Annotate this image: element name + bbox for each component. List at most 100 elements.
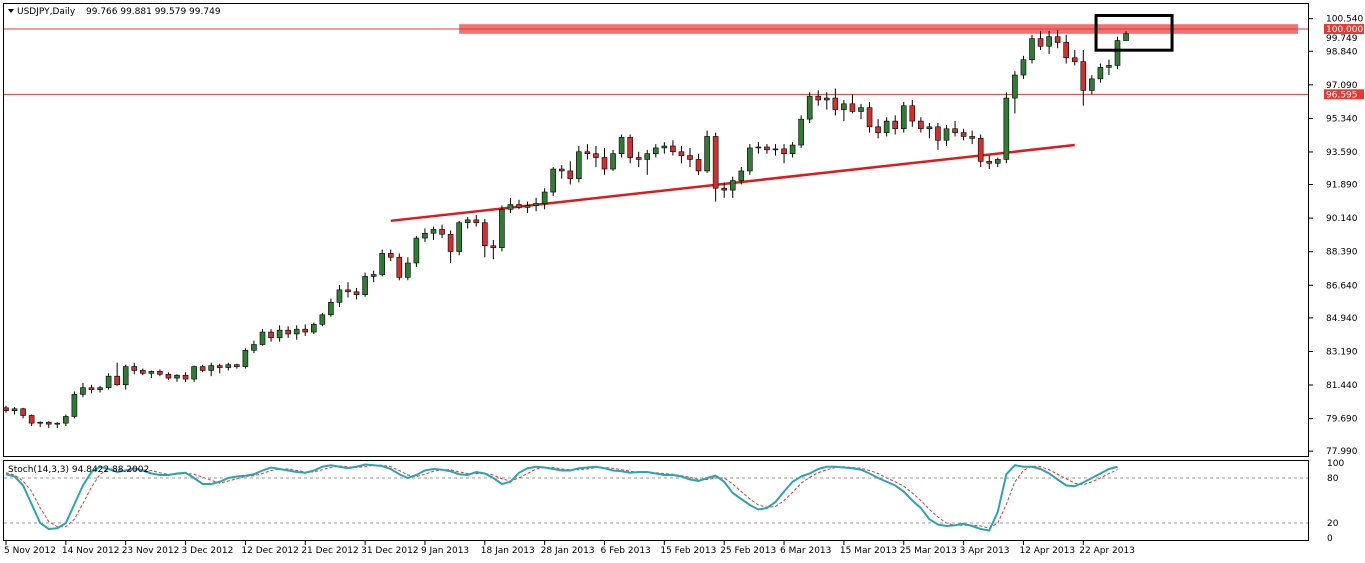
candle (131, 362, 138, 375)
candle-body (379, 253, 386, 275)
candle (1089, 75, 1095, 95)
candle (396, 253, 403, 281)
candle (935, 122, 941, 150)
candle-body (781, 148, 787, 154)
stoch-level-label: 0 (1327, 534, 1333, 544)
candle-body (977, 138, 984, 162)
candle-body (652, 147, 659, 154)
x-tick-label: 18 Jan 2013 (481, 546, 535, 556)
candle-body (1071, 57, 1078, 62)
candle (379, 249, 386, 277)
candle-body (952, 128, 958, 133)
candle-body (550, 168, 557, 193)
candle-body (464, 219, 471, 224)
candle-body (362, 276, 368, 295)
candle (20, 407, 26, 419)
candles-layer (3, 29, 1129, 428)
candle-body (994, 159, 1001, 164)
candle (670, 140, 676, 156)
candle-body (764, 146, 770, 151)
candle-body (387, 253, 394, 258)
candle (122, 364, 129, 390)
time-axis: 5 Nov 2012 14 Nov 2012 23 Nov 2012 3 Dec 20… (4, 541, 1135, 556)
candle (550, 167, 557, 196)
candle-body (1097, 67, 1104, 80)
candle-body (1003, 97, 1010, 160)
candle (627, 134, 633, 164)
candle (558, 165, 565, 179)
candle (781, 144, 787, 164)
candle-body (499, 209, 505, 248)
candle-body (789, 144, 796, 154)
candle (405, 257, 411, 281)
stoch-label: Stoch(14,3,3) 94.8422 88.2002 (8, 465, 149, 475)
candle-body (1089, 78, 1095, 91)
candle (114, 362, 120, 386)
x-tick-label: 3 Apr 2013 (960, 546, 1010, 556)
candle (54, 422, 61, 428)
candle-body (567, 170, 574, 179)
candle-body (268, 331, 274, 339)
candle (678, 146, 685, 164)
candle (1003, 92, 1010, 164)
candle-body (97, 387, 103, 390)
candle (695, 153, 702, 175)
candle (148, 370, 155, 379)
candle-body (259, 331, 266, 345)
stoch-level-label: 80 (1327, 474, 1339, 484)
candle (849, 94, 856, 114)
candle-body (798, 118, 804, 146)
candle-body (516, 204, 522, 208)
y-tick-label: 95.340 (1326, 114, 1358, 124)
candle-body (909, 105, 916, 122)
candle-body (447, 233, 454, 252)
candle (268, 329, 274, 342)
candle (704, 130, 710, 173)
candle-body (28, 415, 35, 424)
y-tick-label: 86.640 (1326, 281, 1358, 291)
candle-body (148, 371, 155, 374)
candle (576, 146, 582, 183)
candle (1063, 34, 1069, 64)
candle (832, 88, 839, 116)
candle-body (456, 222, 462, 252)
candle-body (234, 364, 240, 367)
candle-body (558, 168, 565, 172)
candle-body (430, 229, 437, 234)
candle (977, 134, 984, 168)
candle (430, 226, 437, 240)
x-tick-label: 25 Feb 2013 (720, 546, 776, 556)
candle (165, 372, 172, 381)
y-tick-label: 88.390 (1326, 248, 1358, 258)
x-tick-label: 21 Dec 2012 (301, 546, 359, 556)
candle (738, 167, 745, 185)
candle (883, 117, 890, 137)
candle-body (114, 375, 120, 386)
candle-body (935, 126, 941, 141)
x-tick-label: 9 Jan 2013 (421, 546, 469, 556)
candle (251, 340, 257, 354)
candle (464, 216, 471, 229)
candle (772, 144, 779, 156)
candle (533, 197, 539, 212)
candle-body (122, 366, 129, 386)
x-tick-label: 31 Dec 2012 (361, 546, 419, 556)
candle-body (1037, 38, 1044, 47)
x-tick-label: 5 Nov 2012 (4, 546, 56, 556)
dropdown-triangle-icon[interactable] (8, 9, 14, 13)
candle (798, 115, 804, 148)
stoch-level-label: 100 (1327, 459, 1344, 469)
candle (567, 161, 574, 185)
candle-body (285, 329, 291, 335)
candle-body (242, 349, 249, 367)
candle (259, 329, 266, 346)
candle-body (721, 187, 728, 191)
main-panel-frame (3, 3, 1309, 457)
candle (584, 144, 591, 160)
candle (302, 324, 309, 336)
price-label-box (1324, 24, 1364, 35)
y-tick-label: 98.840 (1326, 47, 1358, 57)
candle (1097, 63, 1104, 83)
